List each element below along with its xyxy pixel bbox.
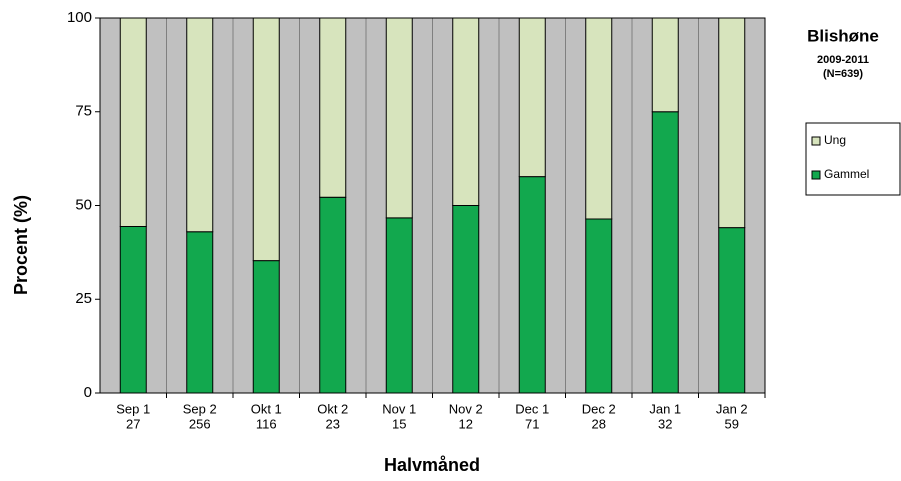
bar-segment [319, 17, 347, 198]
bar-segment [452, 17, 480, 206]
sample-size-label: 256 [189, 416, 211, 431]
x-axis-label: Halvmåned [384, 455, 480, 475]
x-tick-label: Sep 1 [116, 401, 150, 416]
chart-note: (N=639) [823, 68, 863, 80]
x-tick-label: Sep 2 [183, 401, 217, 416]
y-tick-label: 0 [84, 384, 92, 401]
bar-segment [718, 227, 746, 394]
bar-segment [518, 176, 546, 394]
bar-segment [718, 17, 746, 229]
bar-segment [651, 17, 679, 113]
y-tick-label: 100 [67, 9, 92, 26]
y-tick-label: 25 [75, 290, 92, 307]
legend-swatch [811, 170, 821, 180]
bar-segment [585, 17, 613, 220]
bar-segment [385, 17, 413, 219]
bar-segment [385, 217, 413, 394]
sample-size-label: 116 [256, 416, 277, 431]
bar-segment [585, 218, 613, 394]
x-tick-label: Okt 2 [317, 401, 348, 416]
bar-segment [186, 17, 214, 233]
x-tick-label: Dec 1 [515, 401, 549, 416]
legend-swatch [811, 136, 821, 146]
y-tick-label: 75 [75, 103, 92, 120]
sample-size-label: 71 [525, 416, 539, 431]
sample-size-label: 28 [592, 416, 606, 431]
x-tick-label: Dec 2 [582, 401, 616, 416]
sample-size-label: 15 [392, 416, 406, 431]
bar-segment [186, 231, 214, 394]
sample-size-label: 59 [725, 416, 739, 431]
chart-subtitle: 2009-2011 [817, 54, 869, 66]
x-tick-label: Nov 2 [449, 401, 483, 416]
bar-segment [252, 260, 280, 394]
legend-label: Gammel [824, 167, 869, 181]
sample-size-label: 12 [459, 416, 473, 431]
legend-label: Ung [824, 133, 846, 147]
bar-segment [252, 17, 280, 262]
sample-size-label: 23 [326, 416, 340, 431]
x-tick-label: Okt 1 [251, 401, 282, 416]
bar-segment [119, 226, 147, 394]
bar-segment [651, 111, 679, 394]
bar-segment [452, 205, 480, 394]
y-tick-label: 50 [75, 196, 92, 213]
x-tick-label: Jan 1 [649, 401, 681, 416]
sample-size-label: 27 [126, 416, 140, 431]
legend-box [805, 122, 901, 196]
bar-segment [518, 17, 546, 178]
plot-border [99, 17, 766, 394]
sample-size-label: 32 [658, 416, 672, 431]
bar-segment [119, 17, 147, 227]
x-tick-label: Jan 2 [716, 401, 748, 416]
x-tick-label: Nov 1 [382, 401, 416, 416]
y-axis-label: Procent (%) [11, 195, 31, 295]
bar-segment [319, 196, 347, 394]
chart-title: Blishøne [807, 26, 879, 45]
